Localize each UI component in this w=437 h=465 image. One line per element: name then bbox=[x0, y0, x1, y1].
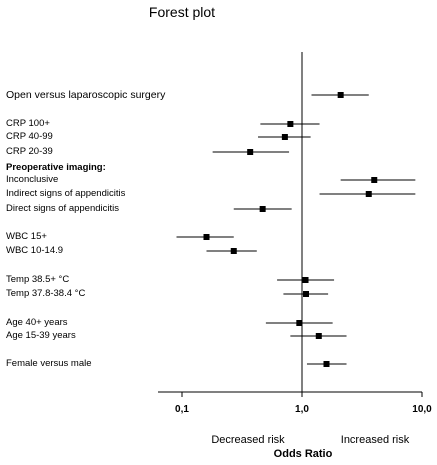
x-tick-label: 0,1 bbox=[175, 404, 189, 415]
row-label: Age 40+ years bbox=[6, 317, 68, 328]
row-label: CRP 20-39 bbox=[6, 146, 53, 157]
row-label: Indirect signs of appendicitis bbox=[6, 188, 126, 199]
x-tick-label: 10,0 bbox=[412, 404, 432, 415]
point-estimate bbox=[323, 361, 330, 367]
decreased-risk-label: Decreased risk bbox=[211, 434, 285, 446]
row-label: CRP 40-99 bbox=[6, 131, 53, 142]
point-estimate bbox=[302, 277, 309, 283]
point-estimate bbox=[303, 291, 310, 297]
row-label: Temp 37.8-38.4 °C bbox=[6, 288, 86, 299]
row-label: WBC 10-14.9 bbox=[6, 245, 64, 256]
group-heading: Preoperative imaging: bbox=[6, 162, 106, 173]
point-estimate bbox=[337, 92, 344, 98]
point-estimate bbox=[287, 121, 294, 127]
point-estimate bbox=[230, 248, 237, 254]
row-label: Age 15-39 years bbox=[6, 330, 76, 341]
increased-risk-label: Increased risk bbox=[340, 434, 410, 446]
row-label: Female versus male bbox=[6, 358, 92, 369]
point-estimate bbox=[371, 177, 378, 183]
point-estimate bbox=[365, 191, 372, 197]
point-estimate bbox=[247, 149, 254, 155]
point-estimate bbox=[203, 234, 210, 240]
row-label: Inconclusive bbox=[6, 174, 59, 185]
row-label: Open versus laparoscopic surgery bbox=[6, 89, 166, 101]
x-tick-label: 1,0 bbox=[295, 404, 309, 415]
point-estimate bbox=[281, 134, 288, 140]
point-estimate bbox=[296, 320, 303, 326]
row-label: Direct signs of appendicitis bbox=[6, 203, 119, 214]
row-label: WBC 15+ bbox=[6, 231, 47, 242]
point-estimate bbox=[315, 333, 322, 339]
row-label: CRP 100+ bbox=[6, 118, 50, 129]
point-estimate bbox=[259, 206, 266, 212]
row-label: Temp 38.5+ °C bbox=[6, 274, 70, 285]
x-axis-label: Odds Ratio bbox=[273, 448, 333, 460]
chart-title: Forest plot bbox=[148, 4, 216, 20]
